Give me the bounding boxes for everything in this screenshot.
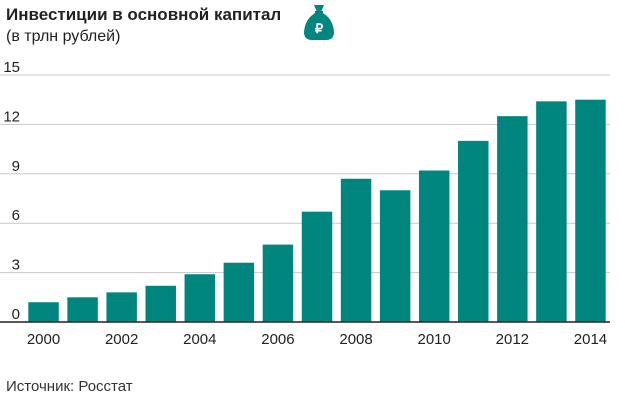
bar-2002 xyxy=(106,292,137,322)
bar-2011 xyxy=(458,140,489,322)
bar-2005 xyxy=(223,262,255,322)
y-tick-label: 15 xyxy=(3,59,20,76)
x-tick-label: 2004 xyxy=(183,331,216,348)
source-note: Источник: Росстат xyxy=(6,378,133,395)
y-tick-label: 0 xyxy=(12,306,20,323)
bar-2006 xyxy=(262,244,294,322)
y-tick-label: 12 xyxy=(3,108,20,125)
bar-2007 xyxy=(301,211,333,322)
bar-2004 xyxy=(184,274,216,322)
bar-2008 xyxy=(340,178,372,322)
axes: 0 3 6 9 12 15 2000 2002 2004 2006 2008 2010 2012 2014 xyxy=(0,59,610,348)
bar-2013 xyxy=(536,101,567,322)
chart-title: Инвестиции в основной капитал xyxy=(6,5,282,24)
x-tick-label: 2014 xyxy=(574,331,607,348)
bar-2000 xyxy=(28,302,59,322)
y-tick-label: 9 xyxy=(12,158,20,175)
bar-2009 xyxy=(379,190,411,322)
bar-2010 xyxy=(418,170,450,322)
ruble-symbol: ₽ xyxy=(315,21,324,36)
bar-2012 xyxy=(497,116,528,323)
x-tick-label: 2012 xyxy=(496,331,529,348)
bars xyxy=(28,99,606,323)
x-tick-label: 2002 xyxy=(105,331,138,348)
x-tick-label: 2010 xyxy=(418,331,451,348)
x-tick-label: 2008 xyxy=(339,331,372,348)
y-tick-label: 6 xyxy=(12,207,20,224)
x-tick-label: 2006 xyxy=(261,331,294,348)
y-tick-label: 3 xyxy=(12,257,20,274)
x-tick-label: 2000 xyxy=(27,331,60,348)
bar-2014 xyxy=(575,99,606,322)
money-bag-ruble-icon: ₽ xyxy=(304,5,334,40)
bar-2003 xyxy=(145,285,176,322)
chart-subtitle: (в трлн рублей) xyxy=(6,28,121,45)
bar-2001 xyxy=(67,297,98,322)
